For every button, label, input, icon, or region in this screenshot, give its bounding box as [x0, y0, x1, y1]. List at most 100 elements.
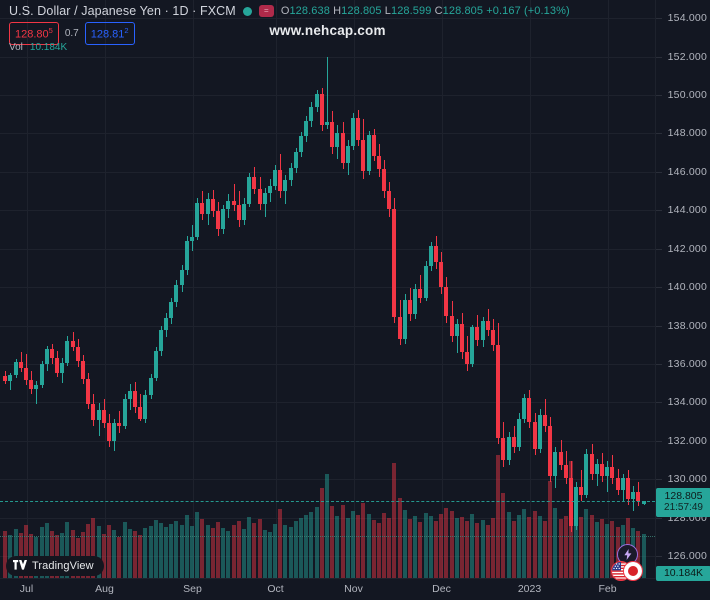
candle-body [315, 94, 319, 107]
price-gridline [0, 132, 655, 134]
volume-bar [81, 531, 85, 578]
symbol-title[interactable]: U.S. Dollar / Japanese Yen · 1D · FXCM [9, 4, 236, 18]
price-tick-mark [656, 17, 662, 19]
volume-bar [128, 528, 132, 578]
candle-body [605, 466, 609, 477]
time-tick-label: Sep [183, 583, 202, 595]
volume-value-tag: 10.184K [656, 566, 710, 581]
time-gridline [529, 0, 531, 578]
candle-body [392, 209, 396, 317]
candle-body [367, 135, 371, 171]
candle-body [610, 466, 614, 479]
volume-bar [584, 508, 588, 578]
volume-label[interactable]: Vol [9, 42, 23, 53]
market-status-dot [242, 6, 252, 16]
volume-bar [180, 524, 184, 578]
volume-bar [283, 524, 287, 578]
chart-plot-area[interactable] [0, 0, 655, 578]
candle-body [304, 120, 308, 137]
bid-price-box[interactable]: 128.805 [9, 22, 59, 45]
volume-bar [481, 519, 485, 578]
volume-bar [408, 518, 412, 578]
candle-body [351, 118, 355, 146]
volume-bar [133, 531, 137, 578]
volume-bar [206, 525, 210, 578]
candle-body [626, 478, 630, 500]
candle-body [403, 299, 407, 339]
candle-body [133, 390, 137, 408]
flag-icon-jpy[interactable] [623, 561, 643, 581]
candle-body [185, 240, 189, 270]
candle-body [211, 198, 215, 212]
tradingview-logo[interactable]: TradingView [6, 556, 104, 576]
volume-bar [403, 509, 407, 578]
candle-body [221, 209, 225, 230]
candle-body [252, 176, 256, 190]
price-axis[interactable]: 128.805 21:57:49 10.184K 154.000 152.000 1… [655, 0, 710, 581]
time-tick-label: Jul [19, 583, 34, 595]
price-tick-mark [656, 478, 662, 480]
price-gridline [0, 555, 655, 557]
price-tick-mark [656, 555, 662, 557]
price-tick-mark [656, 132, 662, 134]
candle-body [159, 330, 163, 352]
volume-bar [553, 508, 557, 578]
volume-bar [522, 509, 526, 578]
current-price-countdown: 21:57:49 [664, 502, 703, 514]
volume-bar [45, 523, 49, 578]
candle-body [330, 121, 334, 147]
price-tick-mark [656, 440, 662, 442]
price-tick-label: 132.000 [667, 434, 707, 447]
volume-bar [107, 524, 111, 578]
candle-body [3, 376, 7, 382]
candle-body [91, 404, 95, 420]
price-tick-mark [656, 209, 662, 211]
candle-body [81, 361, 85, 380]
volume-bar [268, 532, 272, 578]
volume-bar [309, 512, 313, 578]
candle-body [382, 168, 386, 192]
volume-bar [496, 455, 500, 578]
candle-body [263, 192, 267, 204]
volume-bar [600, 519, 604, 578]
candle-body [14, 361, 18, 376]
volume-bar [559, 518, 563, 578]
price-tick-label: 152.000 [667, 50, 707, 63]
volume-bar [444, 507, 448, 578]
candle-body [481, 320, 485, 340]
volume-bar [439, 514, 443, 578]
candle-body [34, 385, 38, 389]
ask-price-box[interactable]: 128.812 [84, 22, 135, 45]
volume-bar [356, 514, 360, 578]
volume-bar [377, 522, 381, 578]
volume-bar [595, 522, 599, 578]
candle-body [569, 478, 573, 527]
candle-body [413, 289, 417, 314]
volume-bar [517, 514, 521, 578]
price-tick-label: 130.000 [667, 472, 707, 485]
time-tick-label: Oct [267, 583, 284, 595]
candle-body [579, 486, 583, 496]
candle-body [71, 340, 75, 347]
candle-body [237, 205, 241, 220]
low-label: L [384, 5, 391, 17]
volume-bar [424, 512, 428, 578]
time-tick-label: Dec [432, 583, 451, 595]
candle-body [97, 409, 101, 420]
candle-body [501, 437, 505, 460]
volume-bar [465, 521, 469, 578]
candle-wick [10, 373, 11, 390]
candle-body [117, 423, 121, 427]
chart-legend-header: U.S. Dollar / Japanese Yen · 1D · FXCM =… [9, 4, 570, 18]
volume-bar [242, 529, 246, 578]
candle-body [143, 394, 147, 419]
volume-bar [501, 492, 505, 578]
candle-body [268, 186, 272, 193]
candle-body [507, 436, 511, 460]
volume-bar [14, 529, 18, 578]
candle-body [76, 346, 80, 361]
price-tick-mark [656, 517, 662, 519]
candle-body [486, 320, 490, 331]
volume-bar [330, 506, 334, 578]
